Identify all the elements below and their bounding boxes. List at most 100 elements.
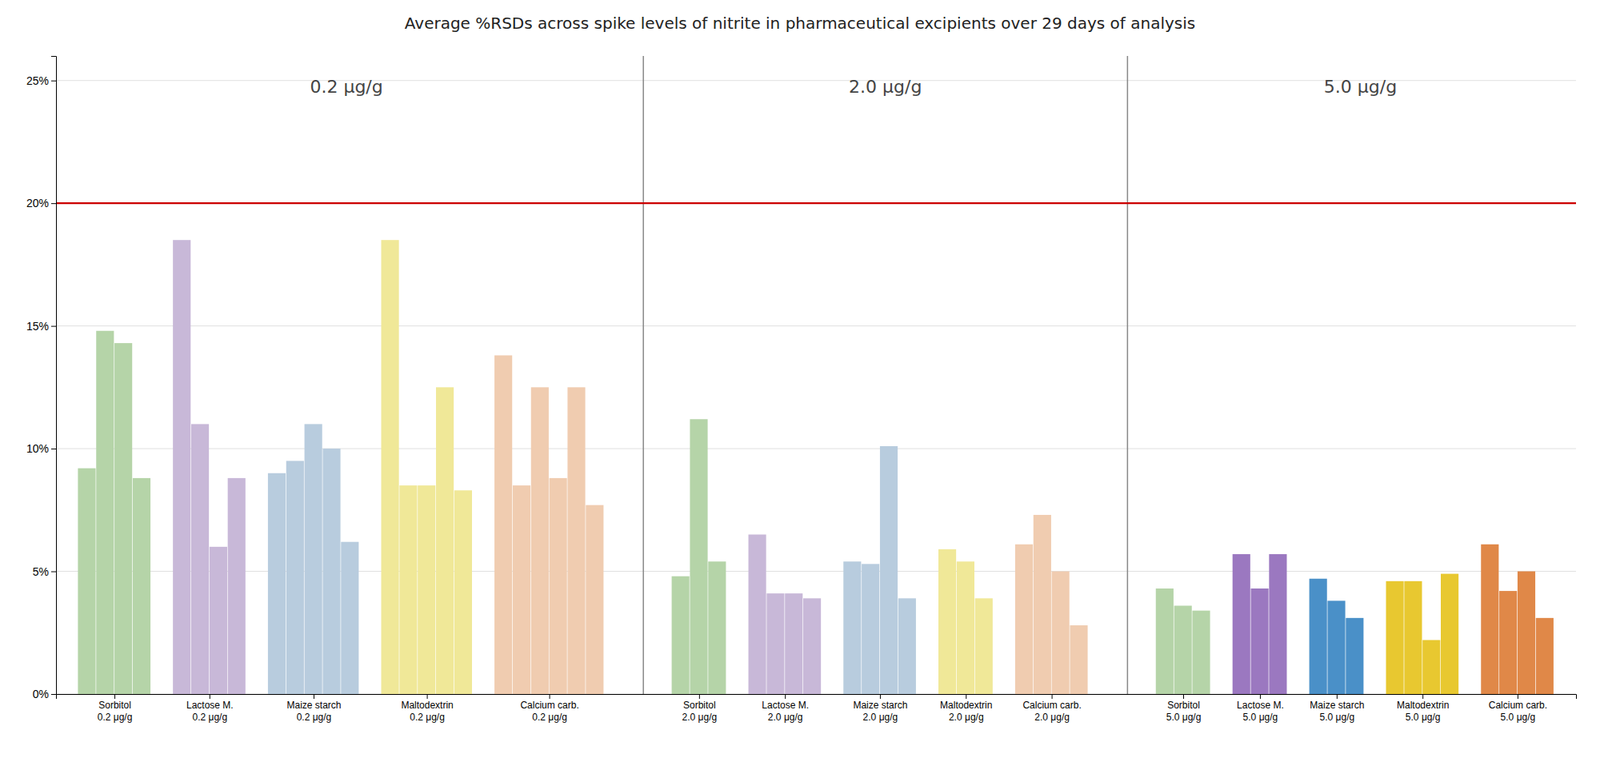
bar: [1174, 606, 1192, 695]
x-tick: Lactose M.0.2 μg/g: [186, 694, 234, 724]
bar: [322, 448, 340, 695]
x-tick-label-line: Maltodextrin: [940, 700, 992, 712]
grid-line: [56, 203, 1576, 204]
section-divider: [642, 56, 644, 695]
x-tick: Maltodextrin5.0 μg/g: [1396, 694, 1449, 724]
y-tick-mark: [51, 80, 56, 82]
grid-line: [56, 325, 1576, 327]
bar: [938, 549, 956, 695]
x-tick-mark: [1336, 694, 1338, 700]
bars: [77, 240, 1554, 695]
bar: [1404, 581, 1422, 695]
x-tick-label: Sorbitol0.2 μg/g: [97, 700, 133, 724]
x-tick-label-line: 5.0 μg/g: [1166, 712, 1202, 724]
x-tick-label: Maize starch2.0 μg/g: [852, 700, 908, 724]
grid-line: [56, 448, 1576, 450]
x-tick: Maize starch5.0 μg/g: [1309, 694, 1364, 724]
bar: [1386, 581, 1404, 695]
bar: [436, 387, 454, 695]
y-tick: 25%: [26, 74, 56, 88]
x-tick-label-line: 2.0 μg/g: [863, 712, 899, 724]
y-axis-line: [51, 56, 57, 696]
x-tick: Maltodextrin2.0 μg/g: [940, 694, 992, 724]
bar: [209, 547, 228, 695]
x-tick-mark: [880, 694, 881, 700]
x-tick-label-line: 2.0 μg/g: [948, 712, 984, 724]
x-tick-label: Sorbitol2.0 μg/g: [682, 700, 718, 724]
bar: [172, 240, 191, 695]
bar: [1033, 515, 1052, 695]
x-tick-label: Calcium carb.5.0 μg/g: [1488, 700, 1548, 724]
bar: [286, 460, 304, 695]
x-tick: Lactose M.2.0 μg/g: [761, 694, 809, 724]
x-tick: Lactose M.5.0 μg/g: [1236, 694, 1284, 724]
reference-line: [56, 202, 1576, 204]
x-tick-label: Maltodextrin5.0 μg/g: [1396, 700, 1449, 724]
y-tick: 20%: [26, 196, 56, 210]
bar: [784, 593, 803, 695]
x-tick: Maize starch0.2 μg/g: [286, 694, 341, 724]
bar: [1499, 591, 1517, 695]
bar: [340, 542, 359, 695]
bar: [898, 598, 916, 695]
x-tick-label: Lactose M.2.0 μg/g: [761, 700, 809, 724]
bar: [1052, 572, 1070, 695]
x-tick-label-line: 5.0 μg/g: [1405, 712, 1441, 724]
bar: [1268, 554, 1287, 695]
x-tick-mark: [313, 694, 315, 700]
bar: [803, 598, 821, 695]
x-tick: Calcium carb.0.2 μg/g: [520, 694, 579, 724]
bar: [1251, 588, 1269, 695]
bar: [268, 473, 286, 695]
y-tick-label: 15%: [26, 320, 49, 333]
bar: [1192, 611, 1210, 695]
bar: [1232, 554, 1251, 695]
x-tick-label-line: Maltodextrin: [400, 700, 453, 712]
bar: [1156, 588, 1174, 695]
x-tick-mark: [549, 694, 551, 700]
x-tick-mark: [965, 694, 967, 700]
y-tick: 10%: [26, 442, 56, 456]
x-axis-line: [56, 695, 1577, 700]
x-tick-label-line: 2.0 μg/g: [1034, 712, 1070, 724]
x-tick-label-line: 2.0 μg/g: [682, 712, 718, 724]
y-tick: 15%: [26, 320, 56, 333]
x-tick-mark: [114, 694, 116, 700]
x-tick-mark: [1422, 694, 1424, 700]
x-tick-label-line: Lactose M.: [186, 700, 234, 712]
x-tick-label-line: 0.2 μg/g: [532, 712, 568, 724]
x-tick-label: Maize starch5.0 μg/g: [1309, 700, 1364, 724]
section-label: 2.0 μg/g: [848, 76, 922, 97]
bar: [880, 446, 898, 695]
bar: [567, 387, 585, 695]
bar: [1440, 574, 1459, 695]
bar: [494, 355, 512, 695]
x-tick-mark: [784, 694, 786, 700]
x-tick-label: Calcium carb.2.0 μg/g: [1022, 700, 1081, 724]
bar: [1345, 618, 1364, 695]
x-tick: Calcium carb.5.0 μg/g: [1488, 694, 1548, 724]
x-tick-label-line: 5.0 μg/g: [1243, 712, 1279, 724]
x-tick-label: Maize starch0.2 μg/g: [286, 700, 341, 724]
y-tick-mark: [51, 448, 56, 450]
bar: [689, 419, 708, 695]
bar: [96, 331, 114, 695]
bar: [1069, 625, 1088, 695]
bar: [1015, 544, 1033, 695]
x-tick: Sorbitol0.2 μg/g: [97, 694, 133, 724]
x-tick-mark: [1183, 694, 1184, 700]
bar: [228, 478, 246, 695]
x-tick-label-line: Lactose M.: [761, 700, 809, 712]
x-tick-label-line: Sorbitol: [98, 700, 132, 712]
title: Average %RSDs across spike levels of nit…: [404, 13, 1196, 33]
bar: [1327, 600, 1345, 695]
y-tick-mark: [51, 326, 56, 328]
x-tick: Maltodextrin0.2 μg/g: [400, 694, 453, 724]
x-tick-label: Lactose M.0.2 μg/g: [186, 700, 234, 724]
y-tick-label: 20%: [26, 196, 49, 210]
y-tick-label: 10%: [26, 442, 49, 456]
x-tick-label: Sorbitol5.0 μg/g: [1166, 700, 1202, 724]
bar: [454, 490, 472, 695]
marks: [56, 56, 1576, 695]
bar: [512, 485, 531, 695]
